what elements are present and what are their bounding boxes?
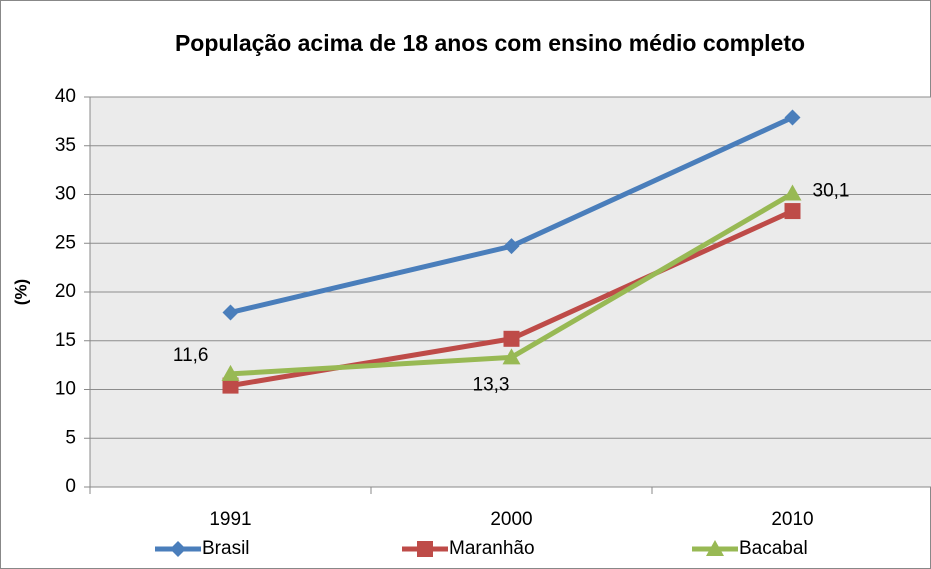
y-tick-label: 30 bbox=[55, 184, 76, 205]
data-point bbox=[221, 364, 240, 381]
y-tick-label: 35 bbox=[55, 135, 76, 156]
data-label: 13,3 bbox=[473, 374, 510, 395]
legend-label: Maranhão bbox=[449, 538, 535, 559]
data-point bbox=[784, 203, 801, 220]
legend-marker bbox=[170, 541, 186, 557]
legend-label: Bacabal bbox=[739, 538, 808, 559]
legend-marker bbox=[417, 541, 433, 557]
y-tick-label: 40 bbox=[55, 86, 76, 107]
y-tick-label: 25 bbox=[55, 232, 76, 253]
y-tick-label: 5 bbox=[65, 427, 76, 448]
data-label: 11,6 bbox=[173, 345, 209, 366]
y-tick-label: 15 bbox=[55, 330, 76, 351]
y-tick-label: 20 bbox=[55, 281, 76, 302]
data-point bbox=[502, 348, 521, 365]
x-tick-label: 1991 bbox=[209, 509, 251, 530]
data-point bbox=[503, 330, 520, 347]
y-tick-label: 0 bbox=[65, 476, 76, 497]
chart-title: População acima de 18 anos com ensino mé… bbox=[175, 30, 805, 56]
data-point bbox=[783, 184, 802, 201]
legend-marker bbox=[706, 540, 724, 556]
x-tick-label: 2000 bbox=[490, 509, 532, 530]
y-axis-label: (%) bbox=[11, 279, 30, 305]
legend-label: Brasil bbox=[202, 538, 250, 559]
data-point bbox=[222, 377, 239, 394]
y-tick-label: 10 bbox=[55, 379, 76, 400]
data-label: 30,1 bbox=[813, 181, 850, 202]
data-point bbox=[784, 109, 801, 126]
data-point bbox=[503, 238, 520, 255]
data-point bbox=[222, 304, 239, 321]
x-tick-label: 2010 bbox=[771, 509, 813, 530]
